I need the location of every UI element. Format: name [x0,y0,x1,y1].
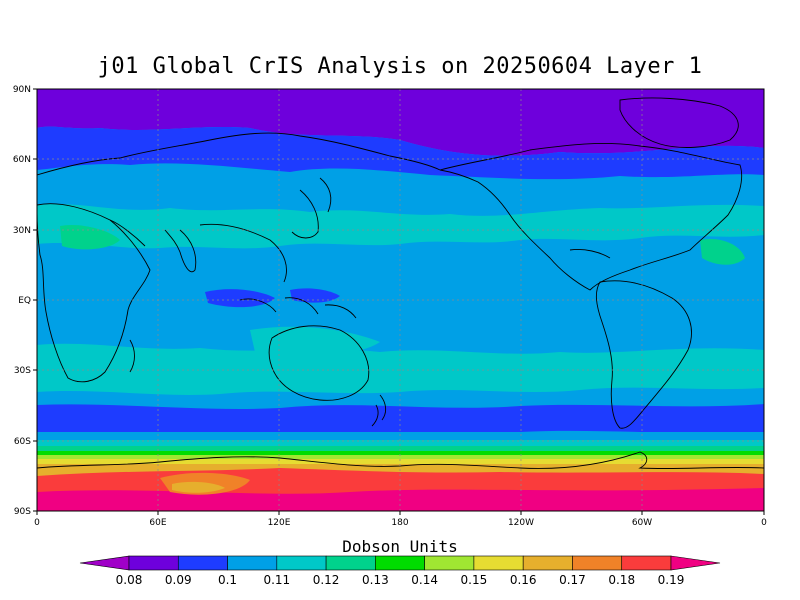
field-band-012 [37,440,764,447]
colorbar-tick-label: 0.08 [116,573,143,587]
field-antarctic-core [37,488,764,511]
lat-label-90s: 90S [14,507,31,517]
greenland-coastline [619,97,739,148]
map-title: j01 Global CrIS Analysis on 20250604 Lay… [97,54,703,79]
colorbar-tick-label: 0.15 [461,573,488,587]
lon-label-120w: 120W [508,518,534,528]
field-subtropics-south [37,343,764,395]
coastlines [37,97,764,470]
colorbar-high-arrow [670,555,721,571]
field-subtropics-north [37,203,764,249]
field-green-patch-east [700,238,745,265]
colorbar-title: Dobson Units [342,537,458,556]
lon-label-0-west: 0 [34,518,40,528]
colorbar-tick-label: 0.09 [165,573,192,587]
colorbar-segment [128,555,179,571]
north-america-coastline [439,143,743,291]
lat-label-60s: 60S [14,437,31,447]
caribbean-coastline [569,249,611,259]
colorbar-tick-label: 0.1 [218,573,237,587]
japan-coastline [319,177,332,213]
lat-label-60n: 60N [13,155,31,165]
newzealand-coastline [371,394,387,427]
axis-ticks [33,88,765,515]
antarctica-coastline [37,451,764,470]
madagascar-coastline [129,339,135,373]
colorbar-low-arrow [79,555,130,571]
colorbar-tick-label: 0.18 [608,573,635,587]
australia-coastline [268,325,370,401]
colorbar-segment [227,555,278,571]
lon-label-180: 180 [391,518,408,528]
field-band-013 [37,446,764,452]
colorbar-tick-label: 0.11 [263,573,290,587]
lon-label-0-east: 0 [761,518,767,528]
field-high-lat-north [37,126,764,180]
colorbar-tick-label: 0.16 [510,573,537,587]
colorbar-segment [177,555,228,571]
colorbar-segment [375,555,425,571]
colorbar: 0.08 0.09 0.1 0.11 0.12 0.13 0.14 0.15 0.16 0.17 0… [79,555,721,587]
lat-label-eq: EQ [18,296,31,306]
lat-label-30s: 30S [14,366,31,376]
colorbar-tick-label: 0.13 [362,573,389,587]
field-eq-patch [205,289,275,308]
field-band-014 [37,451,764,456]
colorbar-tick-label: 0.17 [559,573,586,587]
field-arctic-lobe [460,106,740,134]
colorbar-segment [325,555,376,571]
south-america-coastline [595,280,692,429]
colorbar-segment [572,555,623,571]
colorbar-segment [522,555,573,571]
field-band-016 [37,459,764,465]
colorbar-tick-label: 0.14 [411,573,438,587]
field-arctic [37,89,764,156]
colorbar-tick-label: 0.12 [313,573,340,587]
colorbar-segment [424,555,475,571]
lat-label-30n: 30N [13,226,31,236]
lat-label-90n: 90N [13,85,31,95]
field-band-015 [37,455,764,460]
africa-coastline [37,203,151,383]
field-green-patch [60,224,120,250]
colorbar-segment [621,555,672,571]
colorbar-segment [276,555,327,571]
field-high-lat-south [37,404,764,436]
gridlines [37,89,764,511]
colorbar-segment [473,555,524,571]
india-coastline [109,219,197,273]
indonesia-coastline [239,297,357,319]
china-coastline [199,189,319,283]
colorbar-tick-label: 0.19 [658,573,685,587]
lon-label-60w: 60W [632,518,652,528]
lon-label-120e: 120E [268,518,291,528]
lon-label-60e: 60E [149,518,166,528]
field-gold-blob [172,481,225,493]
field-eq-patch-2 [290,288,340,303]
